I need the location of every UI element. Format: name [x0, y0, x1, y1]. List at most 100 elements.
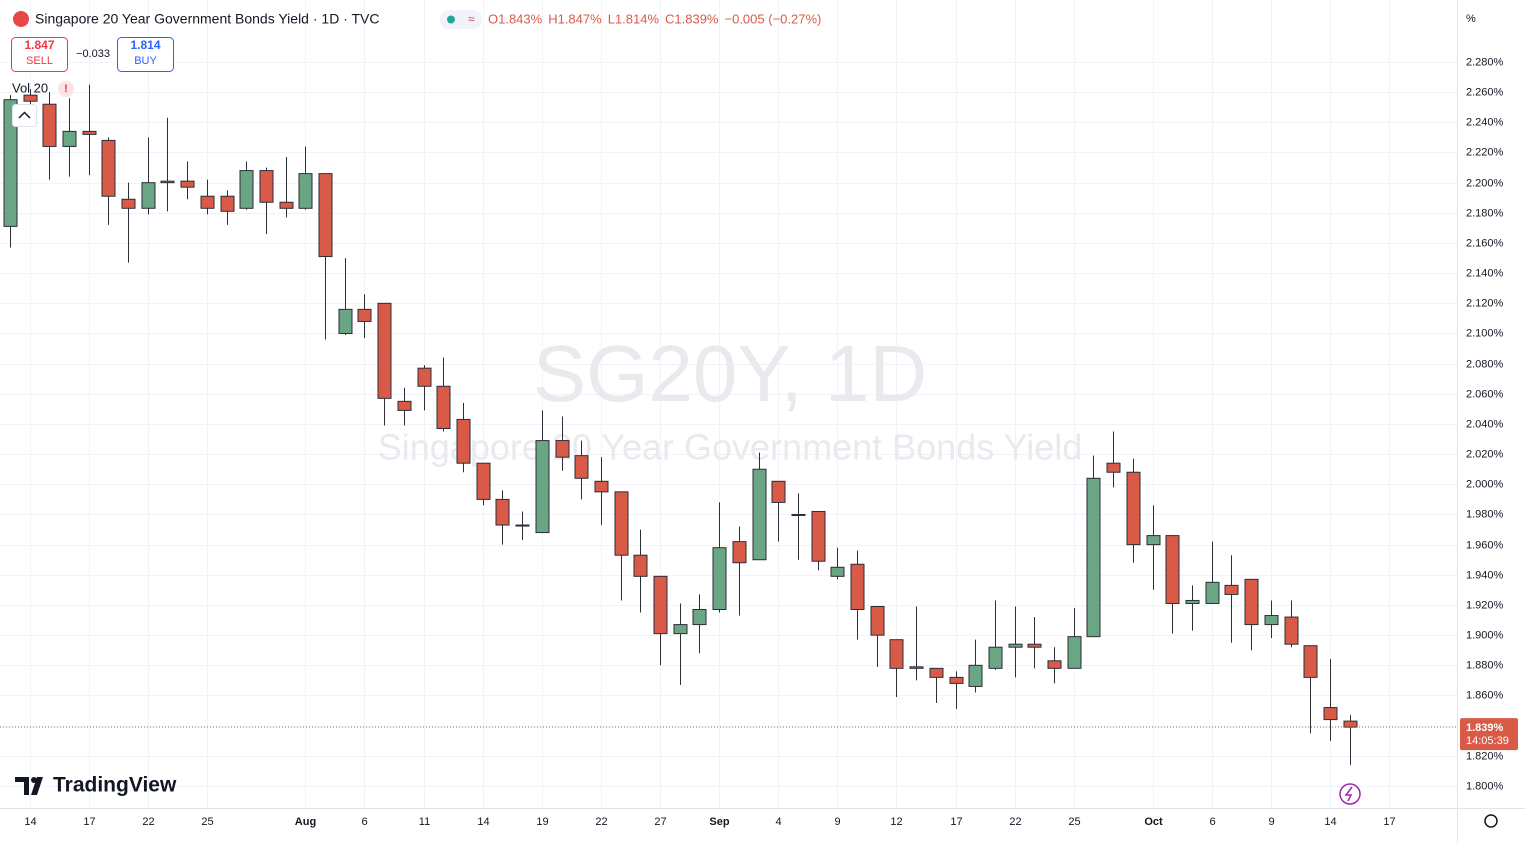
candle-body [909, 666, 924, 669]
x-tick-label: 14 [1324, 816, 1336, 828]
x-tick-label: 9 [834, 816, 840, 828]
candle-body [653, 575, 668, 635]
candle-body [1224, 584, 1239, 595]
y-tick-label: 2.260% [1466, 86, 1504, 98]
y-tick-label: 2.180% [1466, 207, 1504, 219]
candle-body [318, 173, 333, 258]
candle-body [476, 462, 491, 500]
legend-value: −0.005 (−0.27%) [725, 11, 822, 26]
candle-body [23, 94, 38, 102]
candle-body [220, 195, 235, 212]
candle-body [732, 541, 747, 564]
candle-body [436, 385, 451, 430]
y-tick-label: 1.980% [1466, 508, 1504, 520]
volume-label: Vol 20 [12, 80, 48, 95]
sell-button[interactable] [11, 37, 68, 72]
candle-body [1264, 615, 1279, 626]
candle-body [1008, 643, 1023, 648]
x-tick-label: 19 [536, 816, 548, 828]
x-tick-label: Sep [709, 816, 729, 828]
candle-body [1343, 720, 1358, 728]
x-tick-label: Aug [295, 816, 316, 828]
brand: TradingView [53, 774, 177, 797]
candle-body [338, 308, 353, 334]
y-tick-label: 1.900% [1466, 629, 1504, 641]
candle-body [456, 418, 471, 464]
candle-body [673, 624, 688, 635]
volume-warning[interactable] [58, 81, 74, 97]
buy-price: 1.814 [130, 38, 160, 52]
y-tick-label: 1.940% [1466, 569, 1504, 581]
volume-warning-icon: ! [64, 83, 68, 95]
sell-label: SELL [26, 55, 53, 67]
axes: 1.800%1.820%1.840%1.860%1.880%1.900%1.92… [24, 56, 1518, 828]
y-tick-label: 1.960% [1466, 539, 1504, 551]
candle-body [1027, 643, 1042, 648]
y-tick-label: 2.120% [1466, 297, 1504, 309]
candle-body [889, 639, 904, 669]
candle-body [397, 400, 412, 411]
chart-title: Singapore 20 Year Government Bonds Yield… [35, 11, 380, 27]
status-badge[interactable] [440, 10, 482, 29]
y-tick-label: 2.220% [1466, 146, 1504, 158]
y-tick-label: 2.000% [1466, 478, 1504, 490]
flag-icon [13, 11, 29, 27]
legend-value: H1.847% [548, 11, 602, 26]
candle-body [357, 308, 372, 322]
candle-body [968, 664, 983, 687]
candle-body [1284, 616, 1299, 645]
candle-body [200, 195, 215, 209]
candle-body [259, 170, 274, 203]
candle-body [160, 180, 175, 184]
x-tick-label: 14 [24, 816, 36, 828]
candle-body [1303, 645, 1318, 678]
legend-value: C1.839% [665, 11, 719, 26]
collapse-icon [18, 111, 31, 119]
candle-body [594, 480, 609, 493]
y-unit: % [1466, 13, 1476, 25]
y-tick-label: 2.280% [1466, 56, 1504, 68]
y-tick-label: 1.800% [1466, 780, 1504, 792]
candle-body [1126, 471, 1141, 546]
candle-body [949, 676, 964, 684]
x-tick-label: 27 [654, 816, 666, 828]
settings-icon[interactable] [1484, 814, 1498, 828]
x-tick-label: 22 [595, 816, 607, 828]
candle-body [535, 440, 550, 534]
candle-body [1185, 599, 1200, 604]
events-icon [1344, 786, 1353, 802]
candle-body [1086, 477, 1101, 638]
y-tick-label: 2.080% [1466, 358, 1504, 370]
spread: −0.033 [76, 48, 110, 60]
sell-price: 1.847 [24, 38, 54, 52]
x-tick-label: 14 [477, 816, 489, 828]
candle-body [830, 566, 845, 577]
watermark: SG20Y, 1D [533, 329, 927, 418]
events-icon[interactable] [1339, 783, 1361, 805]
candle-body [82, 130, 97, 135]
watermark-subtitle: Singapore 20 Year Government Bonds Yield [378, 427, 1083, 468]
legend-value: O1.843% [488, 11, 543, 26]
y-tick-label: 2.020% [1466, 448, 1504, 460]
candle-body [574, 455, 589, 479]
x-tick-label: 17 [83, 816, 95, 828]
candle-body [692, 609, 707, 626]
candle-body [555, 440, 570, 458]
x-tick-label: 9 [1268, 816, 1274, 828]
buy-button[interactable] [117, 37, 174, 72]
y-tick-label: 2.200% [1466, 177, 1504, 189]
candle-body [752, 468, 767, 561]
legend: O1.843% H1.847% L1.814% C1.839% −0.005 (−0.2… [488, 11, 821, 26]
candle-body [712, 547, 727, 611]
y-tick-label: 1.860% [1466, 689, 1504, 701]
status-dot [447, 15, 455, 24]
candle-body [417, 367, 432, 387]
candle-body [42, 103, 57, 147]
x-tick-label: 17 [950, 816, 962, 828]
candle-body [850, 563, 865, 611]
y-tick-label: 2.100% [1466, 327, 1504, 339]
brand-logo [31, 777, 37, 783]
collapse-button[interactable] [12, 104, 37, 127]
candle-body [298, 173, 313, 209]
